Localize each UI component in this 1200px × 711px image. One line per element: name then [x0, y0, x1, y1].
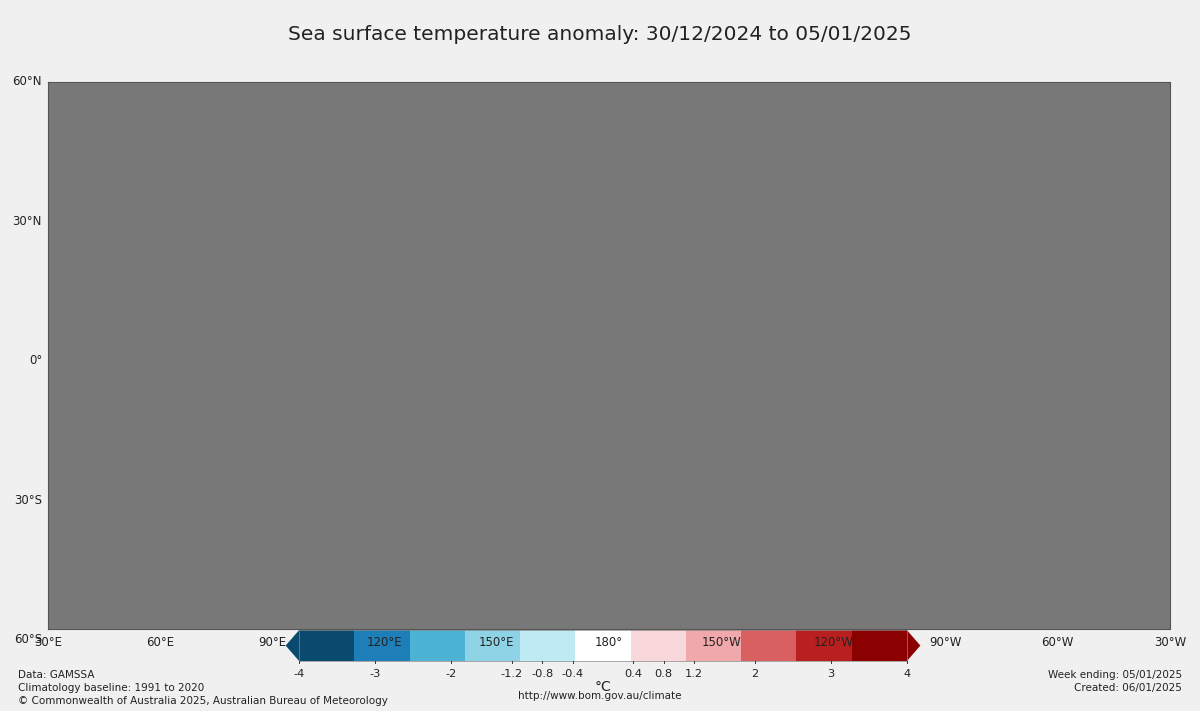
Text: 30°E: 30°E — [34, 636, 62, 649]
Bar — [299, 630, 354, 661]
Bar — [409, 630, 464, 661]
Text: -4: -4 — [293, 669, 305, 679]
Text: 150°E: 150°E — [479, 636, 515, 649]
Text: 60°E: 60°E — [146, 636, 174, 649]
Polygon shape — [907, 630, 920, 661]
Text: 0.8: 0.8 — [655, 669, 673, 679]
Text: -2: -2 — [445, 669, 457, 679]
Bar — [742, 630, 797, 661]
Text: 60°S: 60°S — [14, 633, 42, 646]
Text: 4: 4 — [904, 669, 911, 679]
Text: 2: 2 — [751, 669, 758, 679]
Bar — [631, 630, 686, 661]
Text: 30°N: 30°N — [13, 215, 42, 228]
Text: -0.4: -0.4 — [562, 669, 583, 679]
Text: °C: °C — [595, 680, 611, 695]
Text: 0.4: 0.4 — [624, 669, 642, 679]
Text: -0.8: -0.8 — [532, 669, 553, 679]
Text: -1.2: -1.2 — [500, 669, 523, 679]
Text: 180°: 180° — [595, 636, 623, 649]
Text: 60°N: 60°N — [12, 75, 42, 88]
Text: Week ending: 05/01/2025
Created: 06/01/2025: Week ending: 05/01/2025 Created: 06/01/2… — [1048, 670, 1182, 693]
Text: 3: 3 — [827, 669, 835, 679]
Text: -3: -3 — [370, 669, 380, 679]
Text: 1.2: 1.2 — [685, 669, 703, 679]
Bar — [464, 630, 520, 661]
Bar — [686, 630, 742, 661]
Text: http://www.bom.gov.au/climate: http://www.bom.gov.au/climate — [518, 691, 682, 701]
Text: 90°W: 90°W — [930, 636, 961, 649]
Bar — [575, 630, 631, 661]
Text: 0°: 0° — [29, 355, 42, 368]
Bar — [797, 630, 852, 661]
Polygon shape — [286, 630, 299, 661]
Text: 60°W: 60°W — [1042, 636, 1074, 649]
Text: Sea surface temperature anomaly: 30/12/2024 to 05/01/2025: Sea surface temperature anomaly: 30/12/2… — [288, 25, 912, 44]
Text: Data: GAMSSA
Climatology baseline: 1991 to 2020
© Commonwealth of Australia 2025: Data: GAMSSA Climatology baseline: 1991 … — [18, 670, 388, 706]
Text: 90°E: 90°E — [258, 636, 287, 649]
Text: 30°S: 30°S — [14, 494, 42, 507]
Text: 120°W: 120°W — [814, 636, 853, 649]
Text: 150°W: 150°W — [701, 636, 742, 649]
Text: 120°E: 120°E — [367, 636, 402, 649]
Bar — [354, 630, 409, 661]
Bar — [520, 630, 575, 661]
Bar — [852, 630, 907, 661]
Text: 30°W: 30°W — [1154, 636, 1186, 649]
